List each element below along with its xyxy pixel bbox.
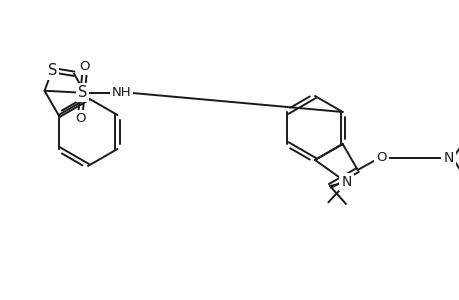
Text: O: O	[79, 60, 90, 73]
Text: N: N	[442, 151, 453, 165]
Text: N: N	[341, 175, 351, 189]
Text: S: S	[78, 85, 87, 100]
Text: S: S	[47, 63, 57, 78]
Text: O: O	[75, 112, 86, 125]
Text: O: O	[375, 152, 386, 164]
Text: NH: NH	[112, 86, 131, 99]
